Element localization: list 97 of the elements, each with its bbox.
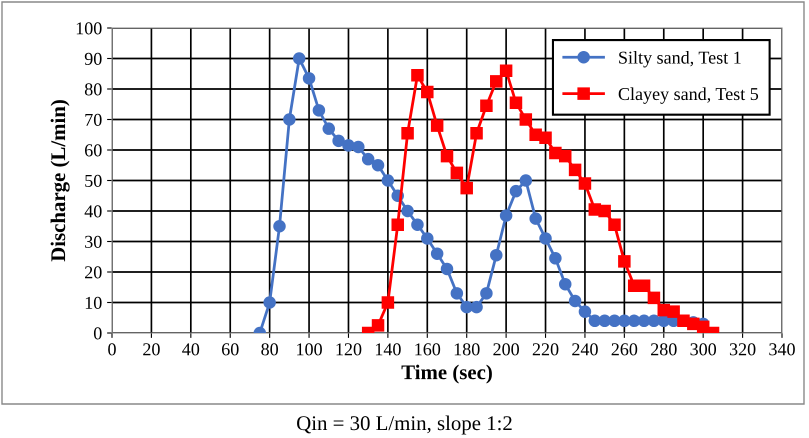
y-tick-label: 50: [85, 174, 102, 187]
point: [332, 134, 345, 148]
point: [440, 150, 454, 162]
point: [382, 174, 394, 187]
point: [549, 252, 562, 265]
y-tick-label: 80: [84, 83, 102, 96]
point: [283, 113, 296, 126]
point: [578, 305, 592, 318]
point: [450, 166, 464, 180]
point: [608, 218, 621, 231]
point: [322, 122, 336, 135]
point: [608, 314, 621, 328]
point: [510, 184, 522, 198]
point: [618, 255, 631, 268]
point: [558, 150, 572, 162]
point: [312, 104, 326, 117]
x-tick-label: 120: [336, 343, 362, 356]
x-tick-label: 140: [376, 343, 401, 356]
point: [598, 204, 611, 218]
point: [391, 218, 404, 231]
point: [568, 164, 582, 176]
point: [520, 113, 532, 126]
point: [500, 64, 512, 77]
point: [292, 52, 306, 65]
point: [362, 152, 374, 166]
point: [470, 300, 483, 314]
x-tick-label: 60: [222, 343, 239, 356]
point: [568, 294, 582, 308]
y-tick-label: 100: [76, 22, 102, 34]
point: [372, 319, 384, 332]
point: [648, 292, 660, 304]
point: [696, 320, 710, 333]
y-axis-title: Discharge (L/min): [50, 100, 70, 262]
x-tick-label: 80: [261, 343, 278, 356]
point: [411, 218, 424, 231]
point: [598, 314, 611, 328]
x-tick-label: 200: [493, 343, 519, 356]
x-tick-label: 100: [297, 343, 322, 356]
point: [628, 314, 640, 328]
point: [430, 247, 444, 260]
x-tick-label: 240: [572, 343, 598, 356]
point: [430, 119, 444, 132]
x-tick-label: 160: [415, 343, 440, 356]
point: [421, 232, 434, 245]
point: [490, 75, 503, 88]
x-tick-label: 340: [769, 343, 795, 356]
y-tick-label: 40: [84, 205, 102, 218]
point: [539, 132, 552, 144]
point: [480, 287, 493, 300]
y-tick-label: 70: [85, 114, 102, 126]
point: [618, 314, 631, 328]
x-tick-label: 220: [532, 343, 558, 356]
point: [470, 126, 483, 140]
point: [480, 100, 493, 112]
x-tick-label: 180: [454, 343, 480, 356]
y-tick-label: 0: [94, 327, 102, 340]
point: [539, 232, 552, 245]
point: [648, 314, 660, 328]
x-tick-label: 280: [651, 343, 677, 356]
point: [372, 159, 384, 172]
point: [401, 126, 414, 140]
x-tick-label: 20: [143, 343, 160, 356]
text: Qin = 30 L/min, slope 1:2: [297, 416, 512, 434]
point: [302, 72, 316, 85]
point: [588, 314, 602, 328]
x-tick-label: 40: [182, 343, 200, 356]
y-tick-label: 10: [86, 296, 102, 309]
x-tick-label: 260: [612, 343, 638, 356]
y-tick-label: 20: [85, 266, 102, 278]
point: [520, 174, 532, 187]
point: [382, 296, 394, 309]
point: [490, 248, 503, 262]
y-tick-label: 30: [85, 236, 102, 248]
y-tick-label: 90: [84, 52, 102, 65]
x-axis-title: Time (sec): [402, 364, 492, 384]
point: [352, 140, 365, 154]
point: [421, 86, 434, 98]
point: [263, 296, 276, 309]
point: [273, 220, 286, 232]
point: [510, 96, 522, 109]
y-tick-label: 60: [85, 144, 102, 156]
x-tick-label: 0: [108, 343, 116, 356]
point: [342, 139, 355, 152]
point: [500, 209, 512, 222]
point: [460, 182, 473, 194]
legend-label: Clayey sand, Test 5: [618, 87, 758, 104]
legend-label: Silty sand, Test 1: [619, 51, 741, 68]
x-tick-label: 320: [730, 343, 756, 356]
point: [558, 278, 572, 290]
point: [667, 305, 680, 318]
point: [450, 287, 464, 300]
point: [411, 69, 424, 82]
point: [578, 177, 592, 190]
x-tick-label: 300: [690, 343, 716, 356]
point: [401, 204, 414, 218]
point: [440, 262, 454, 276]
point: [529, 212, 542, 225]
